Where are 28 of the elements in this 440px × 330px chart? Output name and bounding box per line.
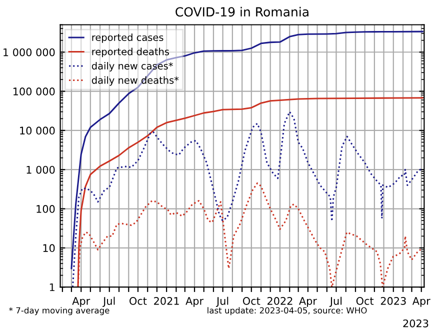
y-tick-label: 1 000	[26, 166, 55, 174]
x-tick-label: Jul	[329, 296, 342, 307]
x-tick-label: Apr	[299, 297, 317, 307]
x-tick-label: Apr	[72, 297, 90, 307]
x-tick-label: Jul	[102, 296, 115, 307]
x-tick-label: Oct	[242, 297, 260, 305]
y-tick-label: 100	[36, 205, 55, 213]
x-tick-label: 2023	[380, 297, 406, 305]
y-tick-label: 10 000	[20, 126, 55, 135]
y-tick-label: 100 000	[13, 88, 55, 96]
x-tick-label: 2021	[154, 297, 179, 305]
x-tick-label: Apr	[412, 297, 430, 307]
x-tick-label: Jul	[216, 296, 228, 307]
text: last update: 2023-04-05, source: WHO	[208, 307, 367, 316]
legend-label: daily new cases*	[92, 62, 173, 72]
legend-label: daily new deaths*	[92, 76, 179, 86]
chart-title: COVID-19 in Romania	[176, 6, 308, 17]
text: * 7-day moving average	[9, 307, 110, 316]
x-tick-label: 2022	[267, 297, 292, 305]
x-tick-label: Oct	[356, 297, 374, 305]
y-tick-label: 1 000 000	[4, 48, 55, 56]
x-tick-label: Apr	[186, 297, 204, 307]
legend-label: reported cases	[92, 34, 164, 43]
text: 2023	[403, 319, 428, 328]
legend-label: reported deaths	[92, 48, 169, 58]
y-tick-label: 1	[50, 283, 54, 292]
y-tick-label: 10	[43, 244, 55, 252]
x-tick-label: Oct	[130, 297, 147, 305]
